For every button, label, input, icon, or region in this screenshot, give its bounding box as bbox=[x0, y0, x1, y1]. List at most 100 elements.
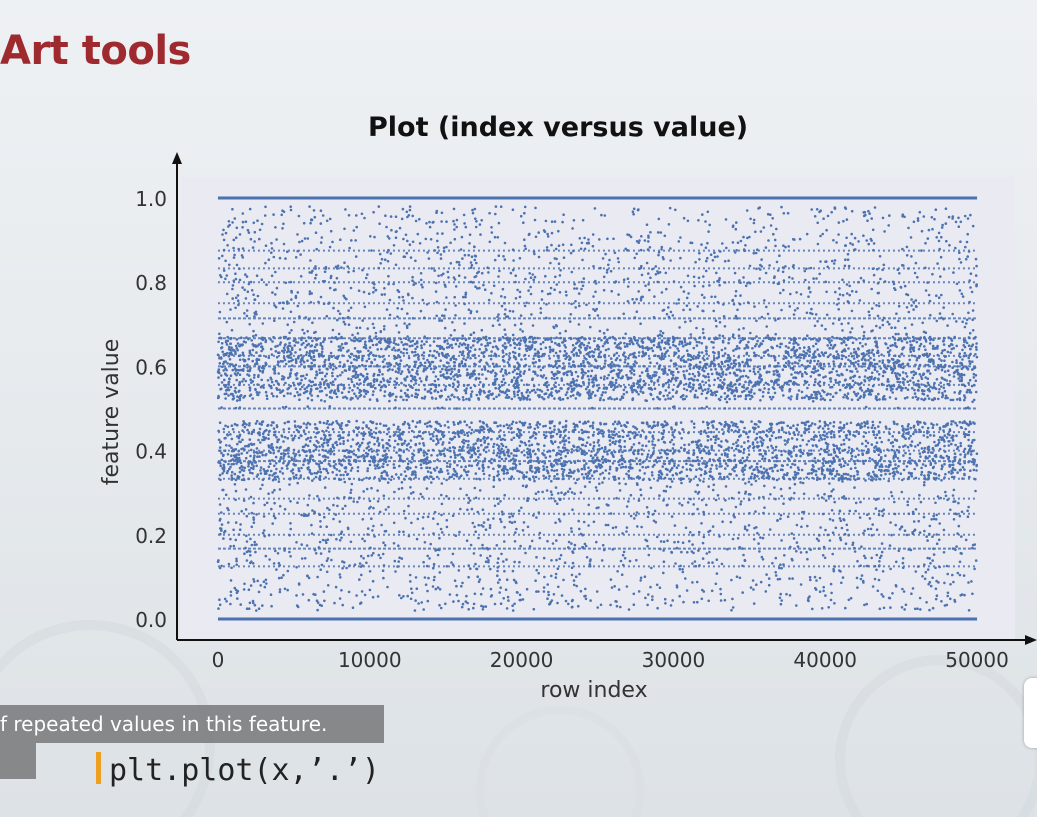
data-point bbox=[771, 561, 774, 565]
data-point bbox=[936, 262, 939, 265]
data-point bbox=[747, 340, 750, 344]
data-point bbox=[418, 442, 421, 445]
data-point bbox=[414, 388, 418, 392]
data-point bbox=[334, 288, 337, 291]
data-point bbox=[304, 339, 308, 343]
data-point bbox=[488, 211, 491, 215]
data-point bbox=[895, 312, 898, 316]
data-point bbox=[825, 313, 829, 317]
data-point bbox=[766, 312, 770, 316]
data-point bbox=[852, 460, 856, 463]
data-point bbox=[244, 546, 247, 550]
data-point bbox=[413, 435, 416, 439]
data-point bbox=[553, 377, 556, 381]
data-point bbox=[341, 507, 345, 511]
data-point bbox=[485, 437, 489, 440]
data-point bbox=[485, 546, 489, 550]
data-point bbox=[289, 392, 292, 395]
data-point bbox=[866, 420, 869, 423]
data-point bbox=[581, 376, 584, 380]
data-point bbox=[904, 386, 907, 390]
data-point bbox=[906, 500, 909, 504]
data-point bbox=[825, 290, 828, 294]
data-point bbox=[461, 396, 465, 399]
data-point bbox=[349, 469, 353, 472]
data-point bbox=[367, 448, 371, 452]
data-point bbox=[380, 474, 383, 478]
data-point bbox=[582, 359, 585, 363]
data-point bbox=[300, 434, 303, 438]
data-point bbox=[823, 434, 827, 438]
data-point bbox=[938, 428, 942, 431]
data-point bbox=[712, 435, 716, 439]
data-point bbox=[220, 451, 223, 455]
data-point bbox=[436, 337, 440, 340]
data-point bbox=[453, 453, 457, 457]
data-point bbox=[243, 582, 246, 586]
data-point bbox=[414, 599, 417, 602]
data-point bbox=[906, 445, 910, 449]
data-point bbox=[655, 583, 659, 587]
data-point bbox=[566, 387, 570, 391]
data-point bbox=[370, 517, 373, 520]
data-point bbox=[508, 424, 511, 427]
data-point bbox=[303, 237, 307, 240]
data-point bbox=[414, 576, 418, 579]
data-point bbox=[413, 378, 416, 381]
data-point bbox=[876, 461, 880, 465]
data-point bbox=[818, 590, 822, 593]
data-point bbox=[953, 452, 957, 456]
data-point bbox=[420, 396, 424, 400]
data-point bbox=[381, 438, 384, 442]
data-point bbox=[800, 434, 803, 437]
data-point bbox=[905, 254, 909, 257]
data-point bbox=[734, 227, 738, 231]
data-point bbox=[925, 535, 928, 538]
data-point bbox=[246, 363, 249, 367]
data-point bbox=[714, 453, 718, 456]
data-point bbox=[784, 245, 787, 249]
data-point bbox=[410, 429, 414, 433]
data-point bbox=[963, 214, 967, 218]
data-point bbox=[577, 292, 581, 295]
data-point bbox=[763, 484, 766, 488]
data-point bbox=[320, 350, 324, 354]
data-point bbox=[762, 495, 765, 499]
data-point bbox=[278, 470, 282, 473]
data-point bbox=[616, 257, 620, 260]
data-point bbox=[705, 461, 709, 464]
data-point bbox=[789, 426, 793, 430]
data-point bbox=[325, 429, 328, 433]
data-point bbox=[593, 366, 597, 369]
data-point bbox=[682, 387, 686, 391]
data-point bbox=[282, 452, 285, 455]
data-point bbox=[891, 435, 894, 438]
data-point bbox=[744, 394, 748, 398]
data-point bbox=[245, 423, 248, 426]
data-point bbox=[271, 448, 275, 451]
data-point bbox=[733, 397, 737, 401]
data-point bbox=[297, 430, 300, 434]
data-point bbox=[552, 593, 556, 596]
data-point bbox=[346, 359, 350, 363]
data-point bbox=[447, 497, 451, 500]
data-point bbox=[610, 586, 614, 589]
data-point bbox=[838, 293, 842, 296]
data-point bbox=[218, 446, 222, 449]
data-point bbox=[278, 256, 282, 260]
data-point bbox=[382, 564, 386, 567]
data-point bbox=[810, 437, 813, 441]
data-point bbox=[488, 341, 492, 345]
data-point bbox=[948, 380, 952, 383]
data-point bbox=[396, 307, 400, 310]
data-point bbox=[232, 462, 235, 466]
data-point bbox=[587, 503, 590, 507]
data-point bbox=[870, 443, 874, 446]
data-point bbox=[462, 213, 466, 217]
data-point bbox=[975, 283, 978, 286]
data-point bbox=[524, 344, 528, 347]
data-point bbox=[657, 438, 660, 442]
data-point bbox=[951, 573, 954, 577]
data-point bbox=[929, 433, 932, 437]
data-point bbox=[435, 466, 439, 469]
